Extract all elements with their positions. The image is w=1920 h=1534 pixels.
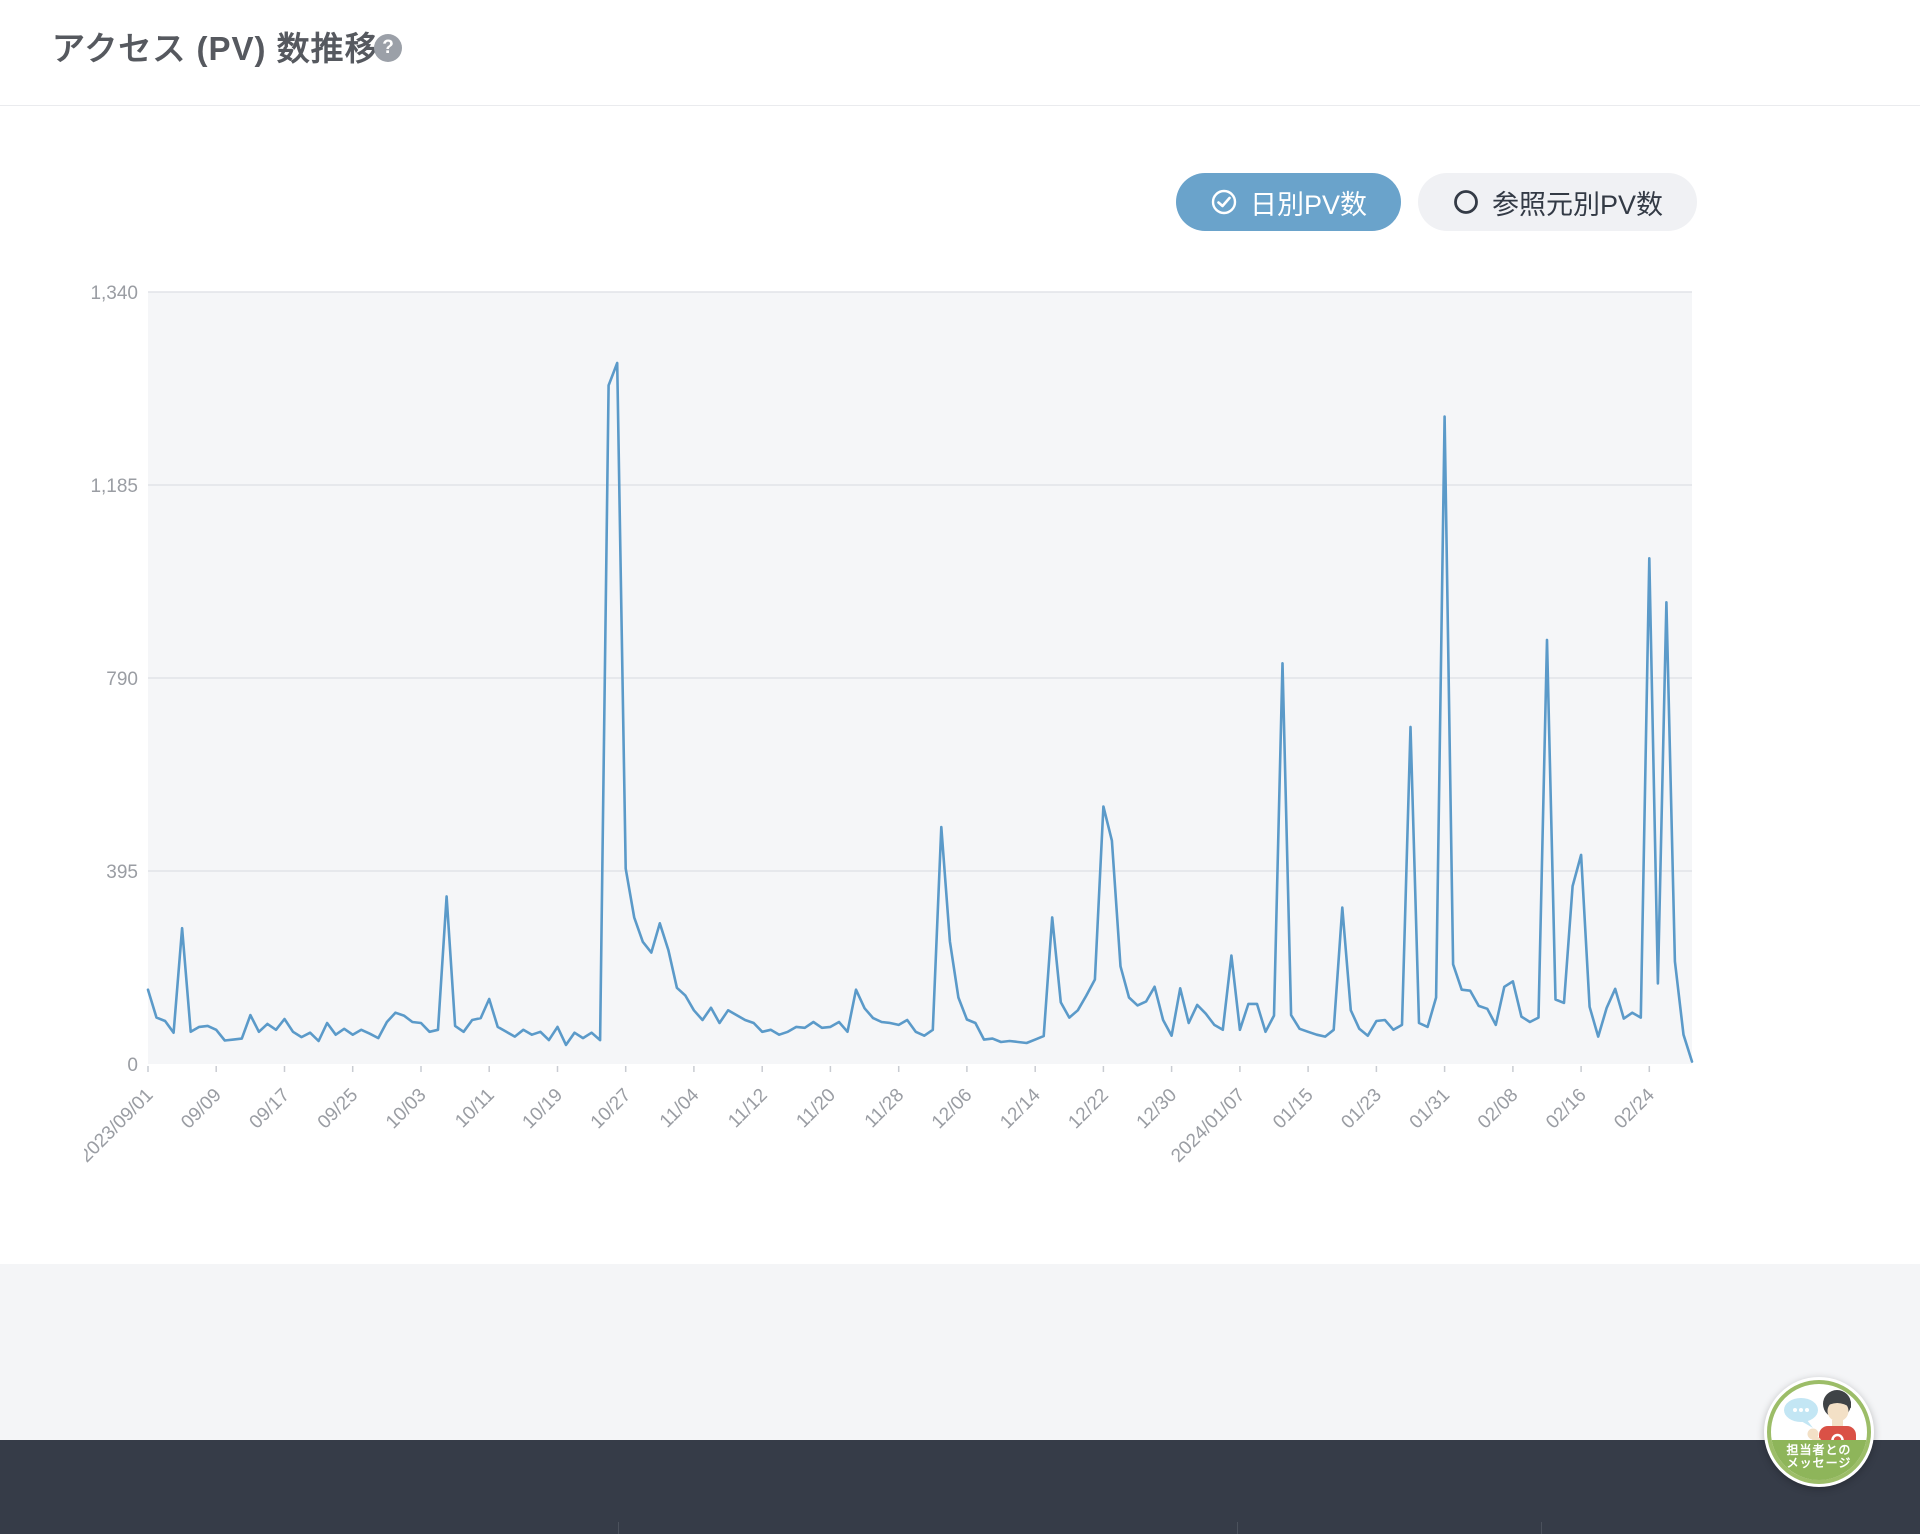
svg-text:01/23: 01/23 — [1337, 1085, 1385, 1133]
svg-text:11/28: 11/28 — [861, 1085, 908, 1132]
header-divider — [0, 105, 1920, 106]
svg-text:02/24: 02/24 — [1610, 1084, 1659, 1133]
speech-bubble-icon — [1784, 1398, 1818, 1428]
svg-text:09/17: 09/17 — [246, 1085, 294, 1133]
toggle-referrer-pv-button[interactable]: 参照元別PV数 — [1418, 173, 1698, 231]
svg-text:790: 790 — [106, 669, 138, 690]
svg-text:10/11: 10/11 — [451, 1085, 498, 1132]
svg-text:12/30: 12/30 — [1133, 1085, 1181, 1133]
page-lower-background — [0, 1264, 1920, 1440]
radio-circle-icon — [1452, 188, 1480, 216]
footer-divider — [1237, 1522, 1238, 1534]
svg-text:09/25: 09/25 — [314, 1085, 362, 1133]
footer-divider — [618, 1522, 619, 1534]
toggle-daily-pv-button[interactable]: 日別PV数 — [1176, 173, 1402, 231]
svg-text:2024/01/07: 2024/01/07 — [1167, 1085, 1249, 1167]
toggle-daily-pv-label: 日別PV数 — [1250, 189, 1368, 220]
svg-text:01/15: 01/15 — [1269, 1085, 1317, 1133]
svg-text:02/16: 02/16 — [1542, 1085, 1590, 1133]
svg-text:0: 0 — [127, 1055, 138, 1076]
svg-text:12/14: 12/14 — [996, 1084, 1045, 1133]
page-title: アクセス (PV) 数推移 — [52, 30, 379, 67]
svg-text:10/03: 10/03 — [382, 1085, 430, 1133]
svg-text:12/22: 12/22 — [1064, 1085, 1112, 1133]
svg-text:12/06: 12/06 — [928, 1085, 976, 1133]
pv-line-chart: 0 395 790 1,185 1,340 2023/09/01 09/09 09/17 09/… — [75, 283, 1694, 1167]
svg-text:09/09: 09/09 — [177, 1085, 225, 1133]
section-header: アクセス (PV) 数推移 ? — [0, 0, 1920, 106]
svg-text:11/20: 11/20 — [792, 1085, 839, 1132]
svg-text:02/08: 02/08 — [1474, 1085, 1522, 1133]
contact-chat-label: 担当者との メッセージ — [1771, 1440, 1867, 1480]
help-icon[interactable]: ? — [374, 34, 402, 62]
svg-text:2023/09/01: 2023/09/01 — [75, 1085, 157, 1167]
contact-chat-button[interactable]: 担当者との メッセージ — [1764, 1377, 1874, 1487]
footer-bar — [0, 1440, 1920, 1534]
toggle-referrer-pv-label: 参照元別PV数 — [1492, 189, 1664, 220]
svg-text:01/31: 01/31 — [1406, 1085, 1454, 1133]
svg-text:1,340: 1,340 — [90, 283, 138, 304]
svg-text:395: 395 — [106, 862, 138, 883]
svg-text:1,185: 1,185 — [90, 476, 138, 497]
pv-view-toggle-group: 日別PV数 参照元別PV数 — [1176, 173, 1698, 231]
svg-text:11/04: 11/04 — [656, 1084, 704, 1132]
help-icon-glyph: ? — [382, 37, 394, 58]
svg-text:10/27: 10/27 — [587, 1085, 635, 1133]
footer-divider — [1541, 1522, 1542, 1534]
svg-text:11/12: 11/12 — [724, 1085, 771, 1132]
contact-chat-button-inner: 担当者との メッセージ — [1767, 1380, 1871, 1484]
check-circle-icon — [1210, 188, 1238, 216]
svg-text:10/19: 10/19 — [519, 1085, 567, 1133]
